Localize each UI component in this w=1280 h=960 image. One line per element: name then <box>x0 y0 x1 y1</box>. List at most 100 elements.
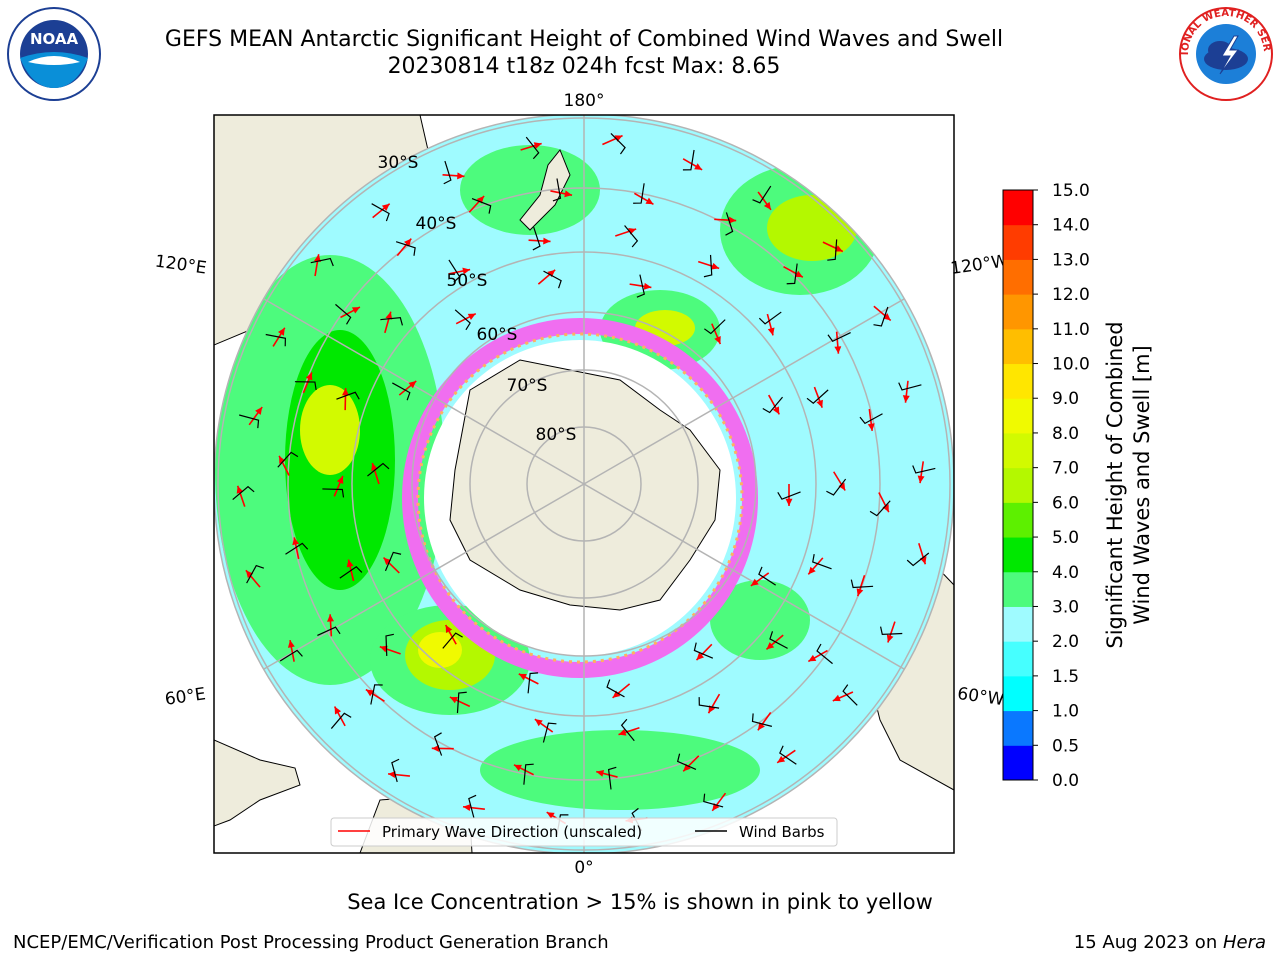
colorbar-frame <box>1002 189 1034 781</box>
lon-label-120w: 120°W <box>949 251 1009 279</box>
wave-direction-arrowhead <box>683 763 691 772</box>
wind-barb <box>779 745 797 765</box>
wave-direction-arrowhead <box>612 690 621 698</box>
colorbar-tick-label: 1.0 <box>1052 702 1079 722</box>
lat-label-60s: 60°S <box>477 325 518 345</box>
wave-direction-arrowhead <box>834 245 843 252</box>
wind-barb <box>850 579 874 589</box>
colorbar-swatch <box>1003 224 1033 260</box>
wind-barb <box>335 303 352 325</box>
wave-direction-arrowhead <box>728 216 737 224</box>
chart-title: GEFS MEAN Antarctic Significant Height o… <box>164 27 1004 52</box>
colorbar-swatch <box>1003 363 1033 399</box>
sea-ice-edge <box>402 318 758 678</box>
footer-date-text: 15 Aug 2023 on <box>1073 932 1223 953</box>
lat-label-50s: 50°S <box>447 271 488 291</box>
wave-direction-arrowhead <box>867 423 875 431</box>
wind-barb <box>279 649 303 662</box>
wave-direction-arrowhead <box>341 388 349 396</box>
colorbar-tick-label: 4.0 <box>1052 563 1079 583</box>
colorbar-swatch <box>1003 432 1033 469</box>
wave-direction-arrowhead <box>643 282 652 290</box>
wave-direction-arrowhead <box>476 196 485 204</box>
wind-barb <box>456 691 467 714</box>
wave-direction-arrowhead <box>278 327 285 336</box>
wind-barb <box>527 672 539 694</box>
lon-label-60w: 60°W <box>956 684 1005 710</box>
wind-barb <box>232 485 255 500</box>
lat-label-40s: 40°S <box>416 214 457 234</box>
wave-direction-arrowhead <box>834 346 842 354</box>
colorbar: 0.0 0.5 1.0 1.5 2.0 3.0 4.0 5.0 6.0 7.0 8.0 9.0 10.0… <box>1002 181 1090 791</box>
colorbar-swatch <box>1003 190 1033 226</box>
wave-direction-arrowhead <box>381 203 390 211</box>
wave-direction-arrowhead <box>832 694 841 702</box>
colorbar-swatch <box>1003 606 1033 642</box>
wave-direction-arrowhead <box>463 804 471 812</box>
wind-barb <box>277 451 299 468</box>
wind-barb <box>392 382 411 401</box>
wind-barb <box>239 414 260 429</box>
wind-barb <box>786 263 798 285</box>
wave-band-10 <box>767 195 857 261</box>
wave-direction-arrowhead <box>543 237 551 245</box>
wind-barb <box>443 160 452 185</box>
wind-barb <box>859 413 883 425</box>
wind-barb <box>607 766 617 790</box>
africa-land <box>214 739 301 827</box>
lat-label-30s: 30°S <box>378 153 419 173</box>
wind-barb <box>370 684 383 705</box>
wind-barb <box>725 212 734 236</box>
wave-direction-arrowhead <box>388 771 396 779</box>
nws-logo: NATIONAL WEATHER SERVICE <box>1176 4 1273 101</box>
colorbar-tick-label: 10.0 <box>1052 355 1090 375</box>
wave-direction-arrowhead <box>534 719 543 727</box>
colorbar-swatch <box>1003 328 1033 365</box>
wave-direction-arrowhead <box>785 498 793 506</box>
wind-barb <box>532 227 541 251</box>
wind-barb <box>265 333 286 347</box>
wind-barb <box>816 643 833 665</box>
wave-direction-arrowhead <box>816 399 823 408</box>
graticule <box>217 115 951 853</box>
wave-band-13 <box>418 632 462 668</box>
footer-date: 15 Aug 2023 on Hera <box>1074 932 1266 953</box>
chart-subtitle: 20230814 t18z 024h fcst Max: 8.65 <box>387 54 781 79</box>
wind-barb <box>912 465 936 474</box>
wave-direction-arrowhead <box>513 764 522 772</box>
sea-ice-edge-inner <box>416 332 744 664</box>
wave-direction-arrowhead <box>533 142 542 149</box>
wind-barb <box>682 149 695 171</box>
wind-barb <box>552 178 562 202</box>
colorbar-swatch <box>1003 641 1033 677</box>
wave-direction-arrowhead <box>777 755 786 763</box>
wave-direction-arrowhead <box>314 254 321 262</box>
wind-barb <box>769 631 788 649</box>
colorbar-tick-label: 14.0 <box>1052 216 1090 236</box>
wind-barb <box>752 185 772 204</box>
wave-direction-arrowhead <box>696 652 705 661</box>
wave-direction-arrowhead <box>467 313 476 321</box>
legend-label-wind-barbs: Wind Barbs <box>739 823 825 841</box>
lon-label-0: 0° <box>574 858 593 878</box>
wind-barb <box>543 270 562 289</box>
wind-barb <box>525 136 540 160</box>
wind-barb <box>317 626 341 637</box>
colorbar-swatch <box>1003 537 1033 573</box>
wave-direction-arrowhead <box>711 262 720 270</box>
wind-barb <box>336 391 360 400</box>
wind-barb <box>762 396 783 414</box>
wave-direction-arrowhead <box>694 163 703 170</box>
wind-barb <box>542 722 557 743</box>
wind-barb <box>433 732 443 756</box>
wave-direction-arrowhead <box>614 135 623 142</box>
wind-barb <box>285 542 309 555</box>
colorbar-tick-label: 2.0 <box>1052 632 1079 652</box>
lat-label-70s: 70°S <box>507 376 548 396</box>
colorbar-swatch <box>1003 467 1033 503</box>
legend-label-wave-direction: Primary Wave Direction (unscaled) <box>382 823 642 841</box>
wind-barb <box>384 551 402 572</box>
wave-direction-arrowhead <box>287 640 295 648</box>
wind-barb <box>523 763 534 785</box>
wave-direction-arrowhead <box>794 270 803 278</box>
